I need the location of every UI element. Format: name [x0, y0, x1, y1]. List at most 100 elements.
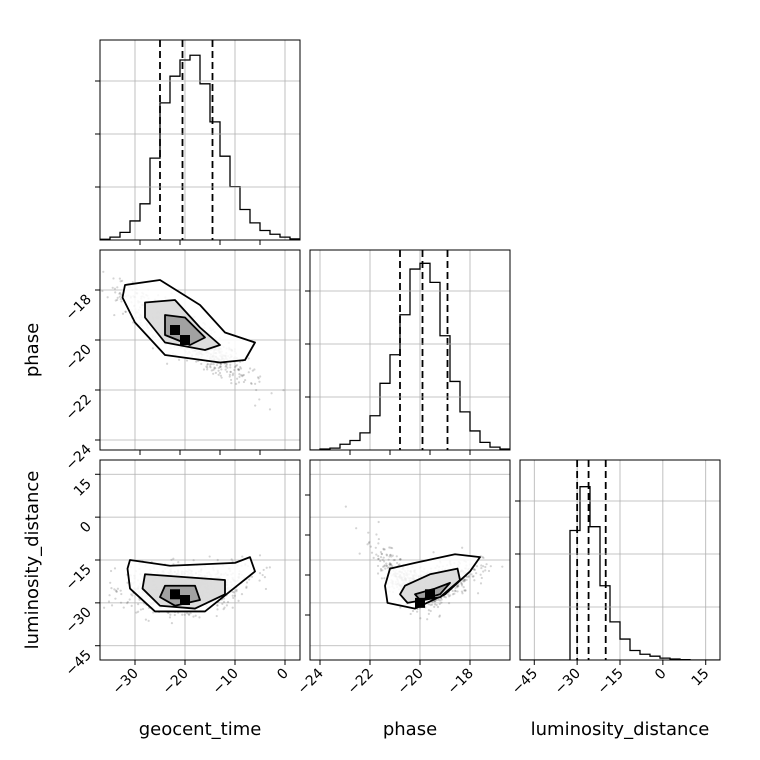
- scatter-point: [102, 606, 106, 609]
- scatter-point: [119, 601, 123, 604]
- scatter-point: [475, 572, 478, 575]
- scatter-point: [390, 555, 393, 558]
- scatter-point: [257, 377, 260, 380]
- scatter-point: [377, 557, 380, 561]
- scatter-point: [377, 520, 380, 524]
- scatter-point: [231, 594, 234, 597]
- y-tick-label: −15: [63, 562, 95, 594]
- scatter-point: [237, 381, 241, 384]
- scatter-point: [112, 277, 115, 280]
- scatter-point: [248, 578, 251, 581]
- scatter-point: [220, 376, 223, 379]
- scatter-point: [426, 618, 429, 621]
- scatter-point: [438, 614, 441, 617]
- scatter-point: [192, 559, 195, 562]
- x-tick-label: −10: [210, 666, 242, 698]
- y-axis-label-phase: phase: [22, 323, 43, 377]
- scatter-point: [482, 556, 485, 560]
- scatter-point: [225, 364, 228, 367]
- scatter-point: [225, 604, 228, 607]
- scatter-point: [137, 610, 140, 613]
- scatter-point: [258, 380, 261, 383]
- scatter-point: [173, 613, 176, 617]
- scatter-point: [228, 373, 231, 376]
- scatter-point: [238, 373, 241, 376]
- scatter-point: [382, 547, 385, 550]
- scatter-point: [453, 589, 457, 592]
- scatter-point: [355, 527, 358, 530]
- scatter-point: [282, 389, 285, 392]
- scatter-point: [480, 566, 483, 570]
- scatter-point: [217, 369, 220, 372]
- scatter-point: [206, 362, 209, 366]
- scatter-point: [451, 589, 454, 593]
- scatter-point: [124, 310, 127, 314]
- scatter-point: [118, 295, 121, 298]
- scatter-point: [114, 299, 117, 302]
- scatter-point: [237, 368, 240, 371]
- scatter-point: [427, 603, 430, 606]
- scatter-point: [377, 542, 380, 545]
- scatter-point: [475, 565, 479, 568]
- scatter-point: [344, 505, 347, 508]
- scatter-point: [121, 279, 124, 282]
- scatter-point: [480, 576, 483, 580]
- scatter-point: [126, 601, 129, 605]
- scatter-point: [229, 366, 232, 369]
- scatter-point: [221, 602, 224, 605]
- scatter-point: [130, 604, 133, 608]
- axes-frame: [99, 249, 301, 451]
- scatter-point: [229, 363, 232, 366]
- scatter-point: [200, 362, 203, 366]
- scatter-point: [459, 581, 463, 584]
- scatter-point: [110, 586, 113, 590]
- scatter-point: [369, 545, 372, 548]
- scatter-point: [185, 359, 189, 362]
- scatter-point: [131, 281, 134, 284]
- scatter-point: [376, 572, 380, 575]
- scatter-point: [398, 558, 402, 561]
- scatter-point: [456, 590, 459, 593]
- scatter-point: [108, 594, 111, 597]
- scatter-point: [250, 575, 254, 578]
- scatter-point: [368, 540, 371, 544]
- scatter-point: [239, 367, 243, 370]
- scatter-point: [374, 546, 377, 549]
- scatter-point: [366, 543, 369, 546]
- density-peak: [425, 589, 435, 600]
- scatter-point: [375, 553, 378, 556]
- scatter-point: [247, 371, 250, 374]
- scatter-point: [473, 579, 476, 582]
- scatter-point: [380, 552, 384, 556]
- scatter-point: [118, 292, 121, 295]
- scatter-point: [188, 613, 191, 616]
- scatter-point: [226, 366, 229, 369]
- scatter-point: [214, 367, 217, 370]
- scatter-point: [383, 565, 386, 568]
- scatter-point: [268, 408, 272, 411]
- scatter-point: [261, 573, 264, 577]
- y-tick-label: 0: [77, 519, 95, 537]
- scatter-point: [120, 293, 123, 296]
- scatter-point: [377, 557, 380, 561]
- scatter-point: [225, 370, 229, 373]
- scatter-point: [116, 286, 119, 289]
- scatter-point: [116, 296, 119, 300]
- scatter-point: [395, 555, 398, 558]
- scatter-point: [234, 364, 237, 368]
- scatter-point: [463, 589, 466, 592]
- scatter-point: [461, 546, 464, 549]
- scatter-point: [487, 569, 491, 573]
- scatter-point: [233, 366, 237, 369]
- scatter-point: [166, 611, 170, 615]
- scatter-point: [248, 367, 252, 370]
- scatter-point: [168, 616, 172, 619]
- scatter-point: [455, 584, 458, 587]
- scatter-point: [141, 607, 145, 611]
- scatter-point: [219, 365, 222, 368]
- scatter-point: [393, 558, 396, 562]
- scatter-point: [115, 590, 118, 593]
- scatter-point: [177, 358, 181, 361]
- scatter-point: [456, 586, 459, 589]
- scatter-point: [107, 600, 111, 603]
